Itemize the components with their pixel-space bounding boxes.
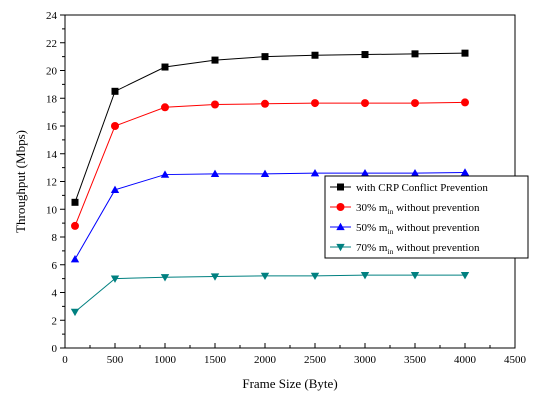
data-point (111, 87, 119, 95)
data-point (311, 99, 319, 108)
legend-marker (337, 183, 344, 191)
legend-item: 30% min without prevention (330, 202, 480, 216)
legend-marker (336, 222, 345, 231)
x-tick-label: 2000 (254, 354, 277, 366)
legend-box (324, 175, 529, 259)
data-point (461, 98, 469, 107)
legend-text-part: without prevention (393, 222, 480, 234)
data-point (310, 272, 320, 281)
ticks: 0 500 1000 1500 2000 2500 3000 3500 4000 45000246… (46, 10, 527, 366)
data-point (411, 99, 419, 108)
y-tick-label: 12 (46, 177, 57, 189)
legend-text-part: with CRP Conflict Prevention (356, 182, 488, 194)
data-point (261, 53, 269, 61)
x-tick-label: 4000 (454, 354, 477, 366)
data-point (70, 255, 80, 263)
series-1 (71, 49, 469, 206)
x-tick-label: 1500 (204, 354, 227, 366)
legend-subscript: in (387, 247, 393, 256)
data-point (361, 51, 369, 59)
y-tick-label: 24 (46, 10, 58, 22)
x-tick-label: 500 (107, 354, 124, 366)
y-tick-label: 10 (46, 204, 58, 216)
data-point (71, 198, 79, 206)
data-point (210, 169, 220, 178)
data-point (460, 168, 470, 176)
data-point (161, 103, 169, 112)
data-point (111, 122, 119, 130)
legend-label: with CRP Conflict Prevention (356, 182, 488, 194)
x-tick-label: 3500 (404, 354, 427, 366)
data-point (260, 272, 270, 281)
y-tick-label: 14 (46, 149, 58, 161)
legend-text-part: 50% m (356, 222, 388, 234)
data-point (461, 49, 469, 57)
data-point (211, 100, 219, 109)
x-tick-label: 3000 (354, 354, 377, 366)
legend-marker (336, 203, 345, 211)
legend-label: 70% min without prevention (356, 242, 480, 256)
legend-text-part: 30% m (356, 202, 388, 214)
data-point (360, 168, 370, 177)
series-4 (70, 272, 470, 317)
data-point (361, 99, 369, 108)
y-tick-label: 6 (52, 260, 58, 272)
legend-text-part: without prevention (393, 202, 480, 214)
data-point (160, 274, 170, 282)
data-point (161, 63, 169, 71)
data-point (210, 273, 220, 281)
legend-subscript: in (387, 227, 393, 236)
x-tick-label: 0 (62, 354, 68, 366)
data-point (460, 272, 470, 280)
legend-label: 50% min without prevention (356, 222, 480, 236)
data-point (211, 56, 219, 64)
legend-text-part: without prevention (393, 242, 480, 254)
y-tick-label: 16 (46, 121, 58, 133)
legend-item: 50% min without prevention (330, 222, 480, 236)
legend-label: 30% min without prevention (356, 202, 480, 216)
series-2 (71, 98, 469, 230)
legend-subscript: in (387, 207, 393, 216)
legend-item: 70% min without prevention (330, 242, 480, 256)
data-point (70, 308, 80, 317)
y-tick-label: 2 (52, 315, 58, 327)
y-tick-label: 8 (52, 232, 58, 244)
legend-marker (336, 243, 345, 252)
y-axis-title: Throughput (Mbps) (13, 130, 28, 233)
data-point (260, 169, 270, 178)
x-tick-label: 1000 (154, 354, 177, 366)
data-point (411, 50, 419, 58)
legend-item: with CRP Conflict Prevention (330, 182, 488, 194)
y-tick-label: 20 (46, 66, 58, 78)
data-point (71, 221, 79, 230)
series-line (74, 274, 465, 313)
data-point (261, 99, 269, 108)
data-point (110, 185, 120, 193)
y-tick-label: 0 (52, 343, 58, 355)
data-point (310, 168, 320, 177)
data-point (410, 272, 420, 280)
data-point (311, 51, 319, 59)
x-tick-label: 2500 (304, 354, 327, 366)
y-tick-label: 18 (46, 93, 58, 105)
x-tick-label: 4500 (504, 354, 527, 366)
data-point (360, 272, 370, 280)
data-point (410, 168, 420, 177)
series-layer (70, 49, 470, 317)
x-axis-title: Frame Size (Byte) (242, 376, 337, 391)
data-point (160, 170, 170, 178)
y-tick-label: 22 (46, 38, 57, 50)
legend-text-part: 70% m (356, 242, 388, 254)
data-point (110, 275, 120, 283)
series-3 (70, 168, 470, 263)
y-tick-label: 4 (52, 288, 58, 300)
